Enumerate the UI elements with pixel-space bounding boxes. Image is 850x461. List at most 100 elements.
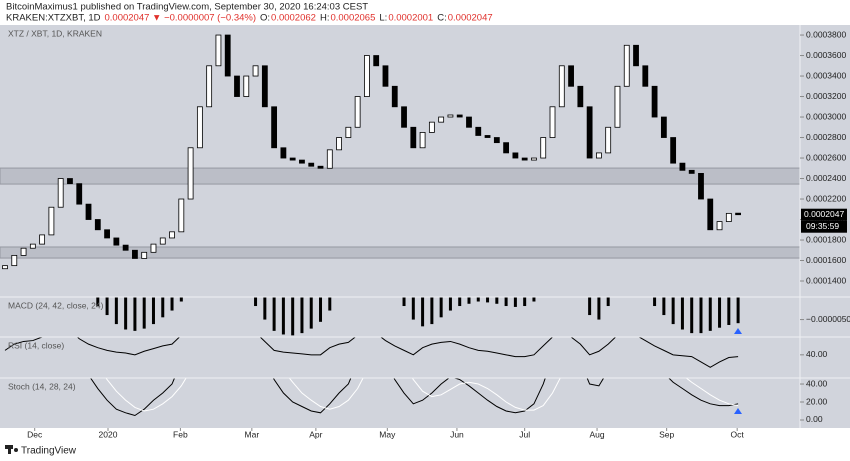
macd-bar bbox=[421, 297, 425, 327]
macd-bar bbox=[291, 297, 295, 336]
pane bbox=[0, 34, 800, 270]
ohlc-value: 0.0002065 bbox=[330, 13, 375, 24]
candle bbox=[317, 165, 324, 169]
macd-bar bbox=[523, 297, 527, 307]
macd-bar bbox=[114, 297, 118, 325]
candle bbox=[447, 114, 454, 118]
ohlc-key: H: bbox=[320, 13, 330, 24]
y-tick-label: 0.00 bbox=[806, 414, 823, 424]
candle bbox=[438, 116, 445, 123]
macd-bar bbox=[718, 297, 722, 328]
price-change: 0.0002047 ▼ −0.0000007 (−0.34%) bbox=[105, 13, 257, 24]
candle bbox=[57, 178, 64, 208]
y-tick-label: 0.0001600 bbox=[806, 255, 846, 265]
indicator-line bbox=[105, 378, 739, 412]
y-tick-label: 0.0001400 bbox=[806, 275, 846, 285]
candle bbox=[725, 212, 732, 222]
candle bbox=[410, 126, 417, 149]
candle bbox=[623, 44, 630, 87]
y-tick-label: 0.0001800 bbox=[806, 234, 846, 244]
pane bbox=[4, 337, 739, 368]
candle bbox=[104, 229, 110, 239]
pane-title: MACD (24, 42, close, 24) bbox=[8, 300, 104, 310]
candle bbox=[261, 65, 268, 108]
alert-icon bbox=[734, 408, 742, 414]
macd-bar bbox=[105, 297, 109, 316]
candle bbox=[141, 251, 148, 259]
candle bbox=[113, 237, 120, 246]
macd-bar bbox=[486, 297, 490, 303]
candle bbox=[540, 137, 547, 159]
ohlc-key: C: bbox=[437, 13, 447, 24]
candle bbox=[94, 219, 101, 231]
x-tick-label: Sep bbox=[659, 429, 674, 439]
macd-bar bbox=[448, 297, 452, 311]
candle bbox=[679, 162, 686, 171]
candle bbox=[122, 244, 129, 251]
candle bbox=[345, 126, 352, 138]
candle bbox=[2, 265, 8, 270]
candle bbox=[642, 65, 649, 87]
candle bbox=[512, 152, 519, 159]
candle bbox=[67, 178, 73, 185]
candle bbox=[382, 65, 389, 87]
candle bbox=[289, 157, 296, 161]
macd-bar bbox=[495, 297, 499, 304]
candle bbox=[299, 159, 305, 164]
macd-bar bbox=[588, 297, 592, 316]
macd-bar bbox=[142, 297, 146, 329]
macd-bar bbox=[467, 297, 471, 304]
candle bbox=[215, 34, 222, 67]
macd-bar bbox=[309, 297, 313, 329]
candle bbox=[196, 106, 203, 149]
candle bbox=[698, 173, 704, 200]
countdown-tag bbox=[801, 220, 847, 233]
macd-bar bbox=[662, 297, 666, 316]
x-tick-label: Jun bbox=[450, 429, 464, 439]
candle bbox=[391, 85, 398, 108]
candle bbox=[373, 55, 380, 67]
macd-bar bbox=[411, 297, 415, 320]
price-zone bbox=[0, 167, 800, 185]
macd-bar bbox=[151, 297, 155, 325]
candle bbox=[558, 65, 565, 108]
candle bbox=[475, 126, 482, 136]
candle bbox=[633, 44, 639, 67]
candle bbox=[605, 126, 612, 154]
candle bbox=[586, 106, 593, 159]
x-tick-label: Aug bbox=[589, 429, 604, 439]
countdown: 09:35:59 bbox=[806, 221, 839, 231]
candle bbox=[521, 157, 528, 161]
candle bbox=[39, 234, 46, 245]
ohlc-key: O: bbox=[260, 13, 270, 24]
y-tick-label: 0.0003600 bbox=[806, 50, 846, 60]
candle bbox=[428, 121, 435, 133]
author-line: BitcoinMaximus1 published on TradingView… bbox=[6, 2, 368, 13]
candle bbox=[596, 152, 602, 159]
y-tick-label: 40.00 bbox=[806, 349, 828, 359]
candle bbox=[76, 183, 83, 205]
symbol: KRAKEN:XTZXBT, 1D bbox=[6, 13, 101, 24]
candle bbox=[252, 65, 259, 77]
alert-icon bbox=[734, 328, 742, 334]
y-tick-label: 0.0002200 bbox=[806, 193, 846, 203]
candle bbox=[11, 254, 18, 267]
price-zone bbox=[0, 246, 800, 259]
candle bbox=[549, 106, 556, 138]
candle bbox=[169, 231, 175, 239]
last-price-label: 0.0002047 bbox=[804, 209, 844, 219]
macd-bar bbox=[124, 297, 128, 330]
candle bbox=[660, 116, 667, 138]
candle bbox=[336, 137, 342, 151]
brand-logo bbox=[5, 445, 18, 454]
macd-bar bbox=[532, 297, 536, 302]
macd-bar bbox=[281, 297, 285, 335]
x-tick-label: Oct bbox=[731, 429, 745, 439]
candle bbox=[568, 65, 574, 87]
candle bbox=[85, 203, 92, 220]
x-tick-label: Jul bbox=[519, 429, 530, 439]
x-tick-label: Feb bbox=[173, 429, 188, 439]
candle bbox=[48, 206, 55, 236]
macd-bar bbox=[402, 297, 406, 307]
